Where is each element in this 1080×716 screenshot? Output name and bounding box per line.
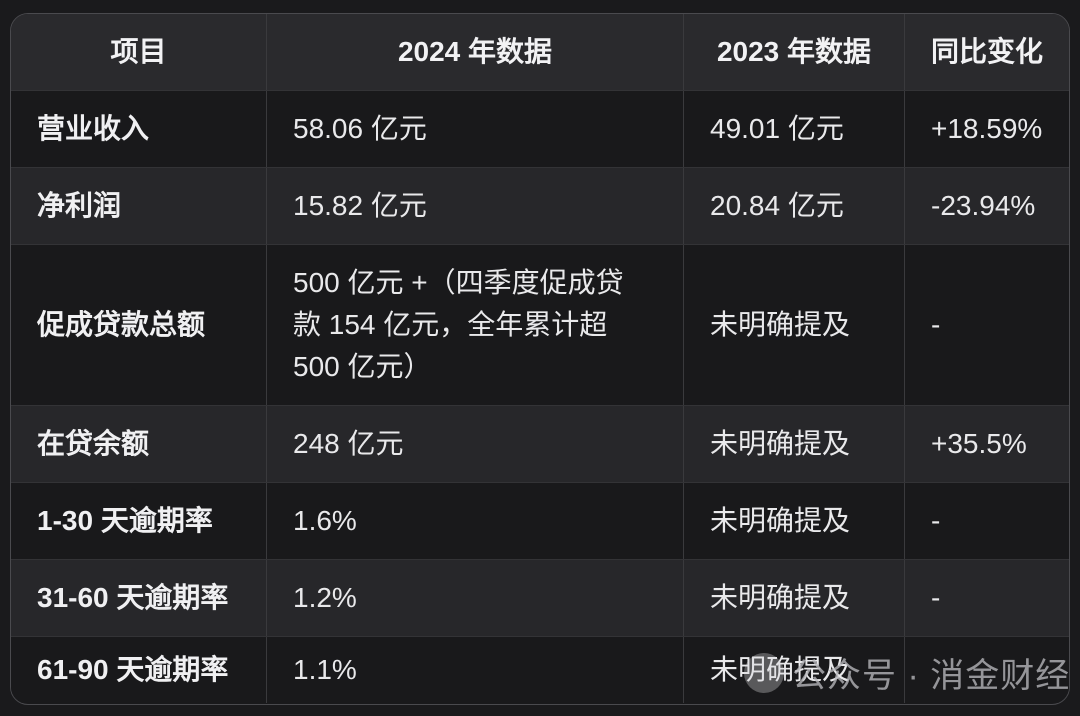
cell-change: - [931,582,941,613]
header-item: 项目 [11,14,267,90]
cell-item: 在贷余额 [11,406,267,482]
table-row-revenue: 营业收入 58.06 亿元 49.01 亿元 +18.59% [11,90,1069,167]
cell-2023: 未明确提及 [684,406,905,482]
cell-change: -23.94% [931,190,1036,221]
cell-2024: 1.6% [267,483,684,559]
cell-item: 净利润 [11,168,267,244]
table-row-loan-balance: 在贷余额 248 亿元 未明确提及 +35.5% [11,405,1069,482]
table-row-overdue-31-60: 31-60 天逾期率 1.2% 未明确提及 - [11,559,1069,636]
table-header-row: 项目 2024 年数据 2023 年数据 同比变化 [11,14,1069,90]
cell-change: - [931,309,941,340]
cell-item: 61-90 天逾期率 [11,637,267,703]
cell-2024: 1.2% [267,560,684,636]
cell-2023: 未明确提及 [684,560,905,636]
cell-2024: 1.1% [267,637,684,703]
cell-2024: 500 亿元 +（四季度促成贷款 154 亿元，全年累计超 500 亿元） [267,245,684,405]
cell-change: +18.59% [931,113,1043,144]
cell-2024: 15.82 亿元 [267,168,684,244]
cell-item: 31-60 天逾期率 [11,560,267,636]
cell-item: 营业收入 [11,91,267,167]
cell-item: 促成贷款总额 [11,245,267,405]
cell-2024-text: 500 亿元 +（四季度促成贷款 154 亿元，全年累计超 500 亿元） [293,267,624,382]
cell-2023: 未明确提及 [684,483,905,559]
cell-2023: 49.01 亿元 [684,91,905,167]
cell-change: +35.5% [931,428,1027,459]
header-2023-data: 2023 年数据 [684,14,905,90]
table-row-overdue-61-90: 61-90 天逾期率 1.1% 未明确提及 [11,636,1069,703]
header-2024-data: 2024 年数据 [267,14,684,90]
cell-2023: 未明确提及 [684,637,905,703]
table-row-net-profit: 净利润 15.82 亿元 20.84 亿元 -23.94% [11,167,1069,244]
cell-2023: 未明确提及 [684,245,905,405]
table-row-overdue-1-30: 1-30 天逾期率 1.6% 未明确提及 - [11,482,1069,559]
header-yoy-change: 同比变化 [930,36,1043,67]
cell-change [905,637,1069,703]
cell-2024: 58.06 亿元 [267,91,684,167]
cell-2023: 20.84 亿元 [684,168,905,244]
cell-item: 1-30 天逾期率 [11,483,267,559]
financial-comparison-table: 项目 2024 年数据 2023 年数据 同比变化 营业收入 58.06 亿元 … [10,13,1070,705]
table-row-loan-facilitated: 促成贷款总额 500 亿元 +（四季度促成贷款 154 亿元，全年累计超 500… [11,244,1069,405]
cell-change: - [931,505,941,536]
cell-2024: 248 亿元 [267,406,684,482]
